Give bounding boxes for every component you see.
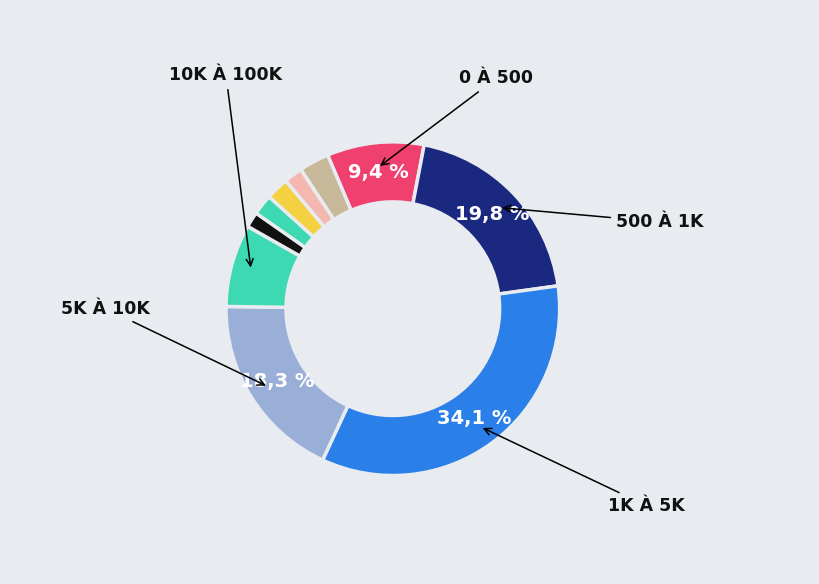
Text: 19,8 %: 19,8 %: [455, 205, 529, 224]
Text: 18,3 %: 18,3 %: [240, 372, 314, 391]
Text: 5K À 10K: 5K À 10K: [61, 300, 265, 385]
Wedge shape: [413, 145, 558, 294]
Wedge shape: [323, 286, 559, 475]
Wedge shape: [256, 197, 314, 248]
Wedge shape: [328, 142, 424, 210]
Text: 9,4 %: 9,4 %: [348, 163, 409, 182]
Text: 1K À 5K: 1K À 5K: [484, 429, 685, 515]
Text: 500 À 1K: 500 À 1K: [504, 205, 704, 231]
Wedge shape: [226, 307, 348, 460]
Wedge shape: [226, 227, 300, 307]
Wedge shape: [286, 169, 334, 227]
Wedge shape: [269, 180, 324, 237]
Wedge shape: [247, 213, 305, 256]
Text: 0 À 500: 0 À 500: [382, 69, 533, 165]
Text: 34,1 %: 34,1 %: [437, 409, 511, 428]
Text: 10K À 100K: 10K À 100K: [170, 66, 283, 266]
Wedge shape: [301, 155, 351, 220]
